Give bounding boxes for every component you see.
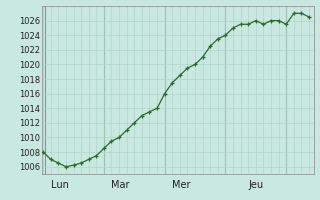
- Text: Lun: Lun: [52, 180, 69, 190]
- Text: Mar: Mar: [111, 180, 130, 190]
- Text: Jeu: Jeu: [248, 180, 263, 190]
- Text: Mer: Mer: [172, 180, 191, 190]
